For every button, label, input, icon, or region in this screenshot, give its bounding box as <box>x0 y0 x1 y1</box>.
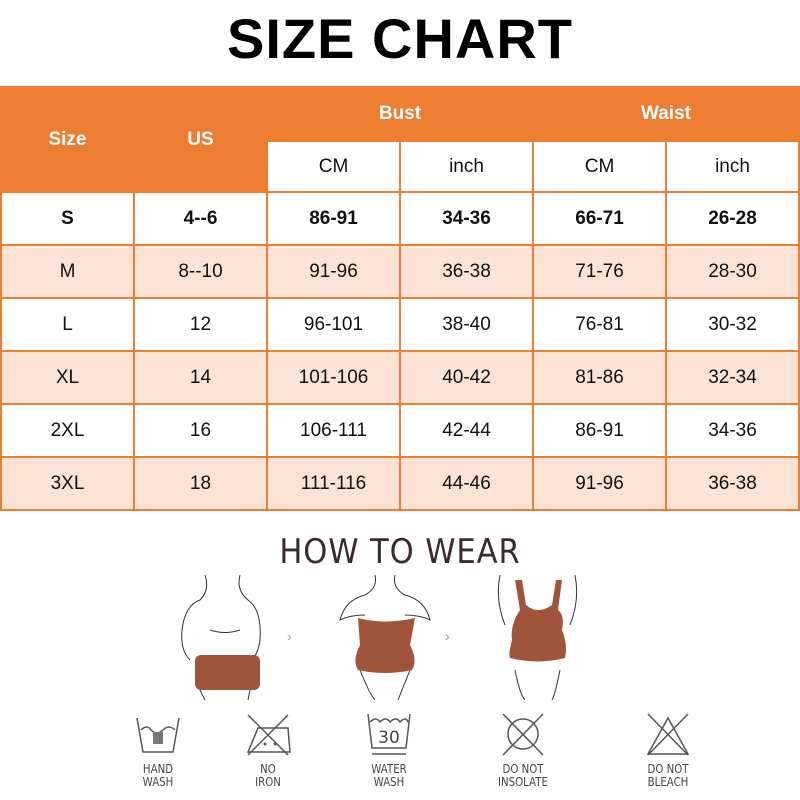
table-row: 2XL 16 106-111 42-44 86-91 34-36 <box>0 403 800 458</box>
step-3-figure <box>497 574 578 700</box>
header-bust-cm: CM <box>266 140 401 193</box>
cell-size: M <box>0 244 135 299</box>
care-no-iron: NO IRON <box>228 710 308 789</box>
cell-us: 14 <box>133 350 268 405</box>
no-iron-icon <box>246 714 291 756</box>
cell-waist-inch: 32-34 <box>665 350 800 405</box>
cell-bust-cm: 106-111 <box>266 403 401 458</box>
cell-bust-inch: 42-44 <box>399 403 534 458</box>
arrow-icon: › <box>287 628 292 644</box>
cell-size: S <box>0 191 135 246</box>
cell-waist-cm: 71-76 <box>532 244 667 299</box>
table-row: L 12 96-101 38-40 76-81 30-32 <box>0 297 800 352</box>
cell-size: XL <box>0 350 135 405</box>
cell-waist-inch: 30-32 <box>665 297 800 352</box>
do-not-bleach-icon <box>646 713 690 756</box>
cell-bust-cm: 86-91 <box>266 191 401 246</box>
care-water-wash: 30 WATER WASH <box>349 710 429 789</box>
size-chart-table: Size US Bust Waist CM inch CM inch S 4--6… <box>0 86 800 511</box>
cell-waist-cm: 86-91 <box>532 403 667 458</box>
header-waist: Waist <box>532 86 800 142</box>
header-waist-cm: CM <box>532 140 667 193</box>
cell-us: 4--6 <box>133 191 268 246</box>
cell-size: 2XL <box>0 403 135 458</box>
cell-us: 12 <box>133 297 268 352</box>
hand-wash-icon <box>136 717 180 753</box>
cell-us: 16 <box>133 403 268 458</box>
cell-size: L <box>0 297 135 352</box>
cell-waist-cm: 66-71 <box>532 191 667 246</box>
header-us: US <box>133 86 268 193</box>
cell-bust-inch: 34-36 <box>399 191 534 246</box>
cell-bust-cm: 96-101 <box>266 297 401 352</box>
cell-bust-cm: 91-96 <box>266 244 401 299</box>
care-do-not-insolate: DO NOT INSOLATE <box>483 710 563 789</box>
table-row: 3XL 18 111-116 44-46 91-96 36-38 <box>0 456 800 511</box>
do-not-tumble-icon <box>502 713 544 756</box>
cell-waist-cm: 91-96 <box>532 456 667 511</box>
cell-us: 8--10 <box>133 244 268 299</box>
cell-us: 18 <box>133 456 268 511</box>
header-bust-inch: inch <box>399 140 534 193</box>
arrow-icon: › <box>445 628 450 644</box>
water-wash-icon: 30 <box>367 713 411 755</box>
table-row: S 4--6 86-91 34-36 66-71 26-28 <box>0 191 800 246</box>
cell-bust-inch: 38-40 <box>399 297 534 352</box>
table-row: M 8--10 91-96 36-38 71-76 28-30 <box>0 244 800 299</box>
table-row: XL 14 101-106 40-42 81-86 32-34 <box>0 350 800 405</box>
cell-waist-inch: 36-38 <box>665 456 800 511</box>
cell-bust-cm: 101-106 <box>266 350 401 405</box>
cell-waist-inch: 34-36 <box>665 403 800 458</box>
care-hand-wash: HAND WASH <box>118 710 198 789</box>
how-to-wear-title: HOW TO WEAR <box>279 532 521 572</box>
header-waist-inch: inch <box>665 140 800 193</box>
care-do-not-bleach: DO NOT BLEACH <box>628 710 708 789</box>
cell-bust-inch: 36-38 <box>399 244 534 299</box>
cell-bust-cm: 111-116 <box>266 456 401 511</box>
cell-bust-inch: 40-42 <box>399 350 534 405</box>
cell-bust-inch: 44-46 <box>399 456 534 511</box>
step-1-figure <box>181 574 261 700</box>
cell-size: 3XL <box>0 456 135 511</box>
svg-text:30: 30 <box>378 728 400 748</box>
page-title: SIZE CHART <box>227 7 573 70</box>
cell-waist-inch: 28-30 <box>665 244 800 299</box>
step-2-figure <box>339 574 431 700</box>
cell-waist-cm: 81-86 <box>532 350 667 405</box>
cell-waist-cm: 76-81 <box>532 297 667 352</box>
header-size: Size <box>0 86 135 193</box>
cell-waist-inch: 26-28 <box>665 191 800 246</box>
header-bust: Bust <box>266 86 534 142</box>
